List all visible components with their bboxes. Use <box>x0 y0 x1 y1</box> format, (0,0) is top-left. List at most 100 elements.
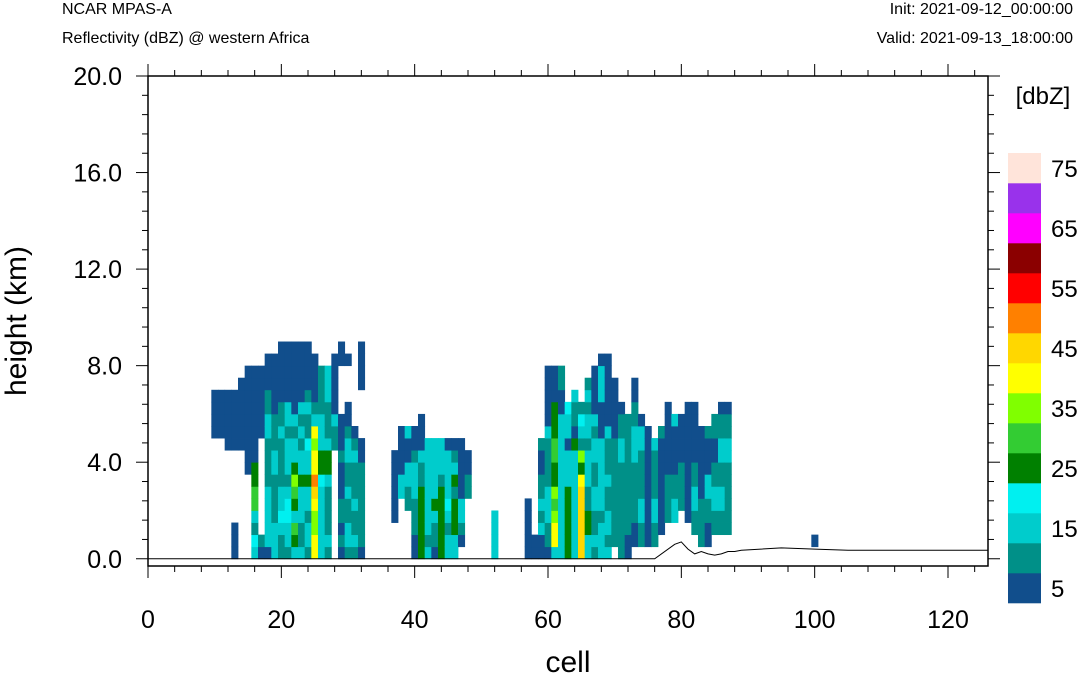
reflectivity-cell <box>538 450 546 463</box>
reflectivity-cell <box>444 450 452 463</box>
reflectivity-cell <box>431 438 439 451</box>
reflectivity-cell <box>251 546 259 560</box>
reflectivity-cell <box>271 389 279 403</box>
reflectivity-cell <box>664 510 672 523</box>
reflectivity-cell <box>358 462 366 475</box>
reflectivity-cell <box>284 534 292 548</box>
reflectivity-cell <box>644 426 652 439</box>
reflectivity-cell <box>311 377 319 391</box>
reflectivity-cell <box>584 510 592 523</box>
reflectivity-cell <box>418 546 426 560</box>
reflectivity-cell <box>571 401 579 415</box>
reflectivity-cell <box>571 389 579 403</box>
reflectivity-cell <box>331 401 339 415</box>
reflectivity-cell <box>244 426 252 439</box>
reflectivity-cell <box>264 474 272 487</box>
reflectivity-cell <box>651 474 659 487</box>
reflectivity-cell <box>311 546 319 560</box>
reflectivity-cell <box>331 377 339 391</box>
reflectivity-cell <box>598 522 606 536</box>
reflectivity-cell <box>338 522 346 536</box>
reflectivity-cell <box>318 401 326 415</box>
reflectivity-cell <box>631 510 639 523</box>
reflectivity-cell <box>718 413 726 427</box>
colorbar-swatch <box>1008 363 1041 394</box>
reflectivity-cell <box>631 413 639 427</box>
reflectivity-cell <box>538 438 546 451</box>
reflectivity-cell <box>671 486 679 499</box>
reflectivity-cell <box>278 438 286 451</box>
reflectivity-cell <box>618 438 626 451</box>
reflectivity-cell <box>691 413 699 427</box>
reflectivity-cell <box>691 462 699 475</box>
reflectivity-cell <box>724 413 732 427</box>
reflectivity-cell <box>324 498 332 511</box>
reflectivity-cell <box>631 462 639 475</box>
reflectivity-cell <box>258 401 266 415</box>
reflectivity-cell <box>664 498 672 511</box>
reflectivity-cell <box>678 486 686 499</box>
reflectivity-cell <box>318 462 326 475</box>
reflectivity-cell <box>658 474 666 487</box>
reflectivity-cell <box>624 498 632 511</box>
reflectivity-cell <box>524 498 532 511</box>
reflectivity-cell <box>678 474 686 487</box>
reflectivity-cell <box>358 510 366 523</box>
reflectivity-cell <box>578 426 586 439</box>
reflectivity-cell <box>238 438 246 451</box>
reflectivity-cell <box>558 534 566 548</box>
reflectivity-cell <box>598 377 606 391</box>
reflectivity-cell <box>411 426 419 439</box>
reflectivity-cell <box>624 534 632 548</box>
reflectivity-cell <box>711 438 719 451</box>
reflectivity-cell <box>284 438 292 451</box>
reflectivity-cell <box>631 474 639 487</box>
reflectivity-cell <box>584 413 592 427</box>
reflectivity-cell <box>291 341 299 354</box>
reflectivity-cell <box>351 546 359 560</box>
reflectivity-cell <box>618 474 626 487</box>
reflectivity-cell <box>291 450 299 463</box>
reflectivity-cell <box>278 401 286 415</box>
reflectivity-cell <box>444 546 452 560</box>
colorbar-swatch <box>1008 153 1041 184</box>
reflectivity-cell <box>711 474 719 487</box>
reflectivity-cell <box>598 462 606 475</box>
reflectivity-cell <box>571 522 579 536</box>
reflectivity-cell <box>411 498 419 511</box>
reflectivity-cell <box>604 498 612 511</box>
reflectivity-cell <box>404 438 412 451</box>
reflectivity-cell <box>678 462 686 475</box>
reflectivity-cell <box>598 546 606 560</box>
reflectivity-cell <box>278 341 286 354</box>
reflectivity-cell <box>651 522 659 536</box>
reflectivity-cell <box>351 450 359 463</box>
reflectivity-cell <box>624 450 632 463</box>
reflectivity-cell <box>718 486 726 499</box>
reflectivity-cell <box>318 498 326 511</box>
reflectivity-cell <box>311 462 319 475</box>
reflectivity-cell <box>638 413 646 427</box>
reflectivity-cell <box>244 462 252 475</box>
colorbar-swatch <box>1008 273 1041 304</box>
x-tick-labels: 0 20 40 60 80 100 120 <box>141 606 969 634</box>
reflectivity-cell <box>458 534 466 548</box>
reflectivity-cell <box>638 522 646 536</box>
reflectivity-cell <box>298 377 306 391</box>
reflectivity-cell <box>698 450 706 463</box>
reflectivity-cell <box>664 401 672 415</box>
reflectivity-cell <box>571 546 579 560</box>
reflectivity-cell <box>271 353 279 367</box>
reflectivity-cell <box>458 462 466 475</box>
reflectivity-cell <box>284 341 292 354</box>
reflectivity-cell <box>564 401 572 415</box>
reflectivity-cell <box>611 462 619 475</box>
reflectivity-cell <box>651 498 659 511</box>
reflectivity-cell <box>264 353 272 367</box>
reflectivity-cell <box>571 462 579 475</box>
reflectivity-cell <box>251 510 259 523</box>
reflectivity-cell <box>624 413 632 427</box>
reflectivity-cell <box>278 474 286 487</box>
reflectivity-cell <box>538 522 546 536</box>
reflectivity-cell <box>311 510 319 523</box>
